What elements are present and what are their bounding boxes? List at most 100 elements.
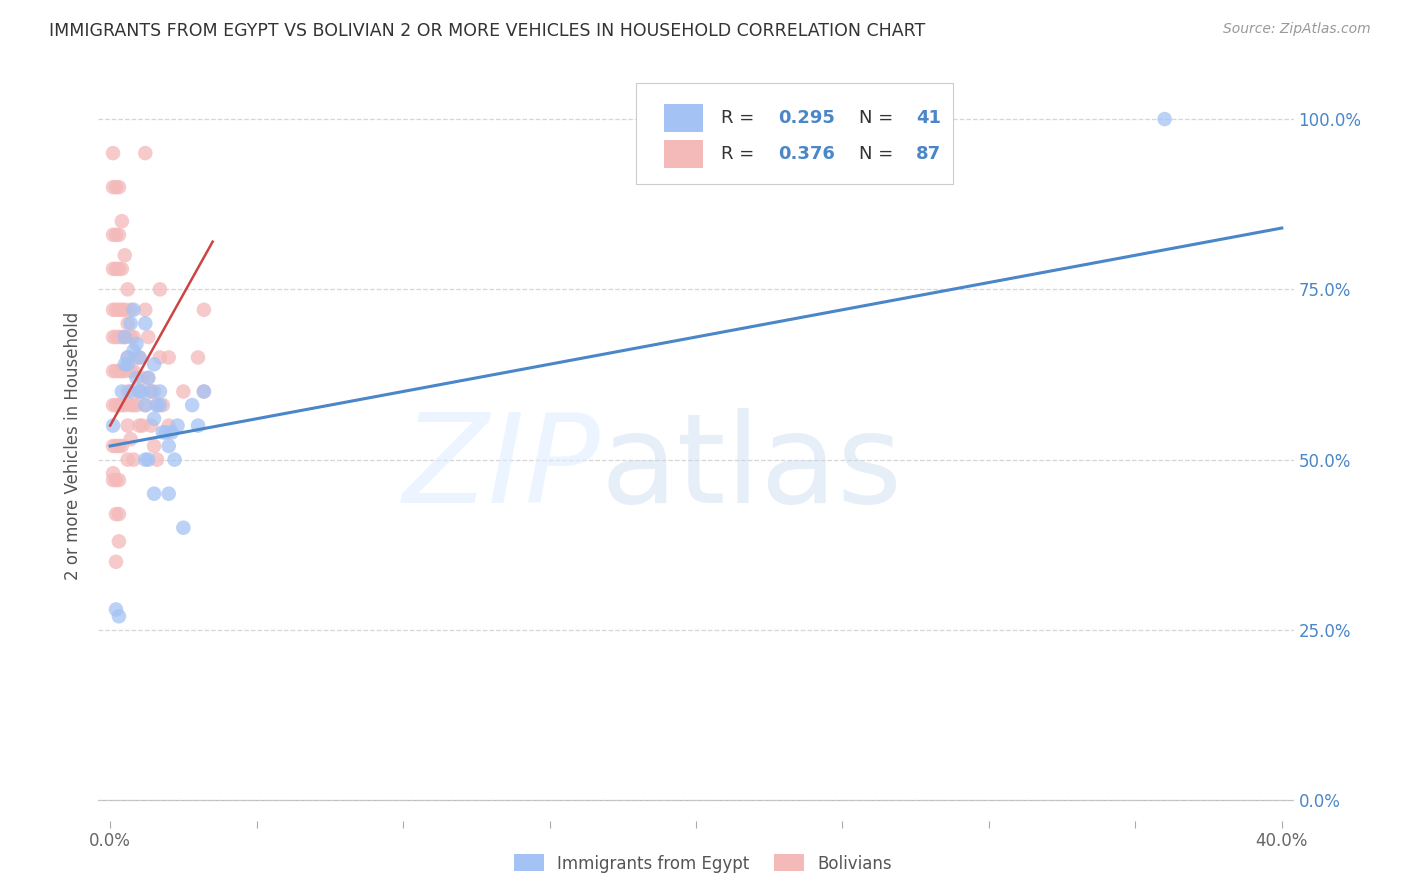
Point xyxy=(131,418,153,433)
Point xyxy=(108,261,131,276)
Point xyxy=(152,398,174,412)
Point xyxy=(101,418,124,433)
Point xyxy=(101,302,124,317)
Point xyxy=(136,371,159,385)
Point xyxy=(108,302,131,317)
Point xyxy=(101,330,124,344)
Text: R =: R = xyxy=(721,145,761,162)
Point xyxy=(155,425,177,440)
Point xyxy=(108,330,131,344)
Point xyxy=(111,364,134,378)
Point xyxy=(122,343,145,358)
Point xyxy=(172,521,194,535)
FancyBboxPatch shape xyxy=(664,103,703,132)
Point xyxy=(105,330,128,344)
Text: 87: 87 xyxy=(915,145,941,162)
Point xyxy=(101,467,124,481)
Point xyxy=(111,214,134,228)
Point xyxy=(120,398,142,412)
Point xyxy=(114,330,136,344)
Point xyxy=(111,439,134,453)
Point xyxy=(152,425,174,440)
Point xyxy=(146,452,169,467)
Point xyxy=(108,473,131,487)
Point xyxy=(136,452,159,467)
Point xyxy=(105,227,128,242)
Point xyxy=(122,364,145,378)
Point xyxy=(111,384,134,399)
Text: atlas: atlas xyxy=(600,408,903,529)
Point xyxy=(134,398,156,412)
Point xyxy=(134,398,156,412)
Point xyxy=(128,351,150,365)
Point xyxy=(122,302,145,317)
Point xyxy=(134,302,156,317)
Point xyxy=(111,302,134,317)
Point xyxy=(193,384,215,399)
Point xyxy=(122,452,145,467)
Point xyxy=(117,452,139,467)
Point xyxy=(105,602,128,616)
Point xyxy=(117,351,139,365)
Point xyxy=(105,261,128,276)
Text: N =: N = xyxy=(859,145,898,162)
Point xyxy=(105,398,128,412)
Point xyxy=(131,371,153,385)
Point xyxy=(160,425,183,440)
Point xyxy=(122,330,145,344)
Point xyxy=(1153,112,1175,126)
Point xyxy=(157,439,180,453)
Text: N =: N = xyxy=(859,109,898,127)
Point xyxy=(181,398,204,412)
Point xyxy=(157,418,180,433)
Point xyxy=(117,357,139,371)
Point xyxy=(166,418,188,433)
Point xyxy=(125,398,148,412)
Point xyxy=(120,317,142,331)
Point xyxy=(187,418,209,433)
Point xyxy=(136,330,159,344)
Point xyxy=(101,364,124,378)
Point xyxy=(105,473,128,487)
Point xyxy=(101,439,124,453)
Point xyxy=(149,398,172,412)
Point xyxy=(143,384,166,399)
Point xyxy=(117,351,139,365)
Point xyxy=(117,282,139,296)
Point xyxy=(149,282,172,296)
Point xyxy=(117,418,139,433)
Point xyxy=(131,384,153,399)
FancyBboxPatch shape xyxy=(664,139,703,168)
Point xyxy=(141,384,163,399)
Point xyxy=(125,351,148,365)
Point xyxy=(108,364,131,378)
Legend: Immigrants from Egypt, Bolivians: Immigrants from Egypt, Bolivians xyxy=(508,847,898,880)
Point xyxy=(128,418,150,433)
Point xyxy=(105,364,128,378)
Point xyxy=(120,432,142,446)
Point xyxy=(141,384,163,399)
Point xyxy=(141,418,163,433)
Point xyxy=(146,398,169,412)
Text: 41: 41 xyxy=(915,109,941,127)
Point xyxy=(157,486,180,500)
Point xyxy=(117,384,139,399)
Point xyxy=(120,364,142,378)
Point xyxy=(114,357,136,371)
Point xyxy=(105,507,128,521)
Point xyxy=(101,146,124,161)
Point xyxy=(101,227,124,242)
Point xyxy=(134,317,156,331)
Text: IMMIGRANTS FROM EGYPT VS BOLIVIAN 2 OR MORE VEHICLES IN HOUSEHOLD CORRELATION CH: IMMIGRANTS FROM EGYPT VS BOLIVIAN 2 OR M… xyxy=(49,22,925,40)
Point xyxy=(120,302,142,317)
Point xyxy=(149,384,172,399)
Point xyxy=(105,555,128,569)
Point xyxy=(136,371,159,385)
Point xyxy=(101,180,124,194)
Point xyxy=(105,439,128,453)
Point xyxy=(143,486,166,500)
Text: 0.376: 0.376 xyxy=(779,145,835,162)
Point xyxy=(108,398,131,412)
Text: 0.295: 0.295 xyxy=(779,109,835,127)
Point xyxy=(128,384,150,399)
